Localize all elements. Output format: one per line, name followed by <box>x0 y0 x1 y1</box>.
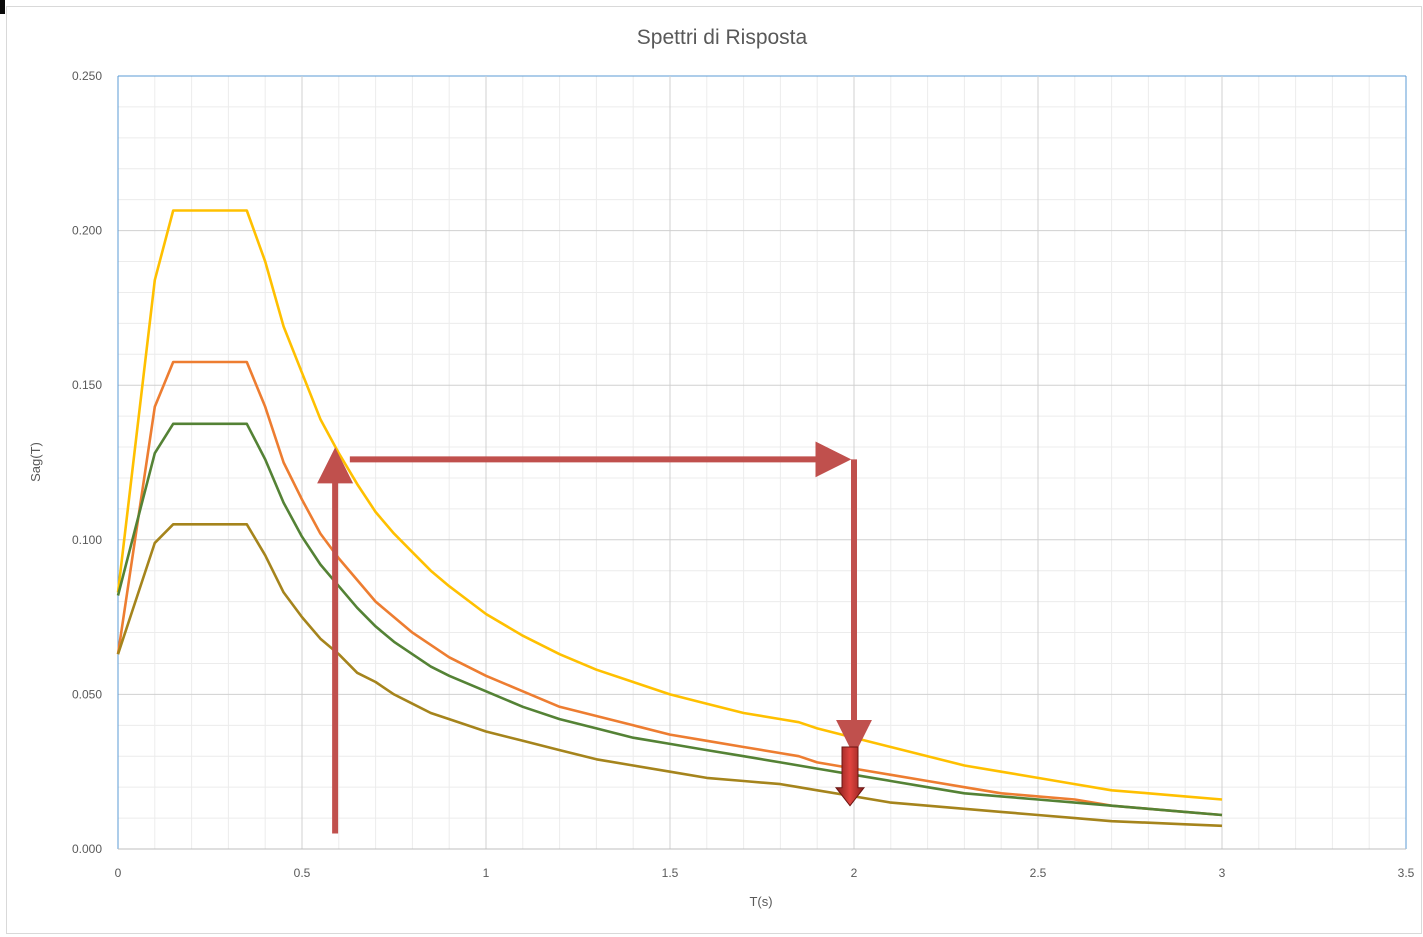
y-tick-label: 0.050 <box>72 687 102 701</box>
x-tick-label: 2.5 <box>1030 866 1047 880</box>
x-tick-label: 1.5 <box>662 866 679 880</box>
x-tick-label: 0 <box>115 866 122 880</box>
x-tick-label: 0.5 <box>294 866 311 880</box>
chart-title: Spettri di Risposta <box>637 26 808 49</box>
x-axis-ticks: 0 0.5 1 1.5 2 2.5 3 3.5 <box>115 866 1415 880</box>
y-tick-label: 0.100 <box>72 533 102 547</box>
x-axis-title: T(s) <box>749 894 772 909</box>
x-tick-label: 3.5 <box>1398 866 1415 880</box>
x-tick-label: 3 <box>1219 866 1226 880</box>
y-tick-label: 0.250 <box>72 69 102 83</box>
x-tick-label: 2 <box>851 866 858 880</box>
y-axis-title: Sag(T) <box>28 442 43 482</box>
x-tick-label: 1 <box>483 866 490 880</box>
y-tick-label: 0.150 <box>72 378 102 392</box>
y-tick-label: 0.000 <box>72 842 102 856</box>
y-tick-label: 0.200 <box>72 224 102 238</box>
major-grid <box>118 76 1406 849</box>
y-axis-ticks: 0.000 0.050 0.100 0.150 0.200 0.250 <box>72 69 102 856</box>
minor-grid <box>118 76 1406 849</box>
annotation-arrows <box>335 459 864 833</box>
